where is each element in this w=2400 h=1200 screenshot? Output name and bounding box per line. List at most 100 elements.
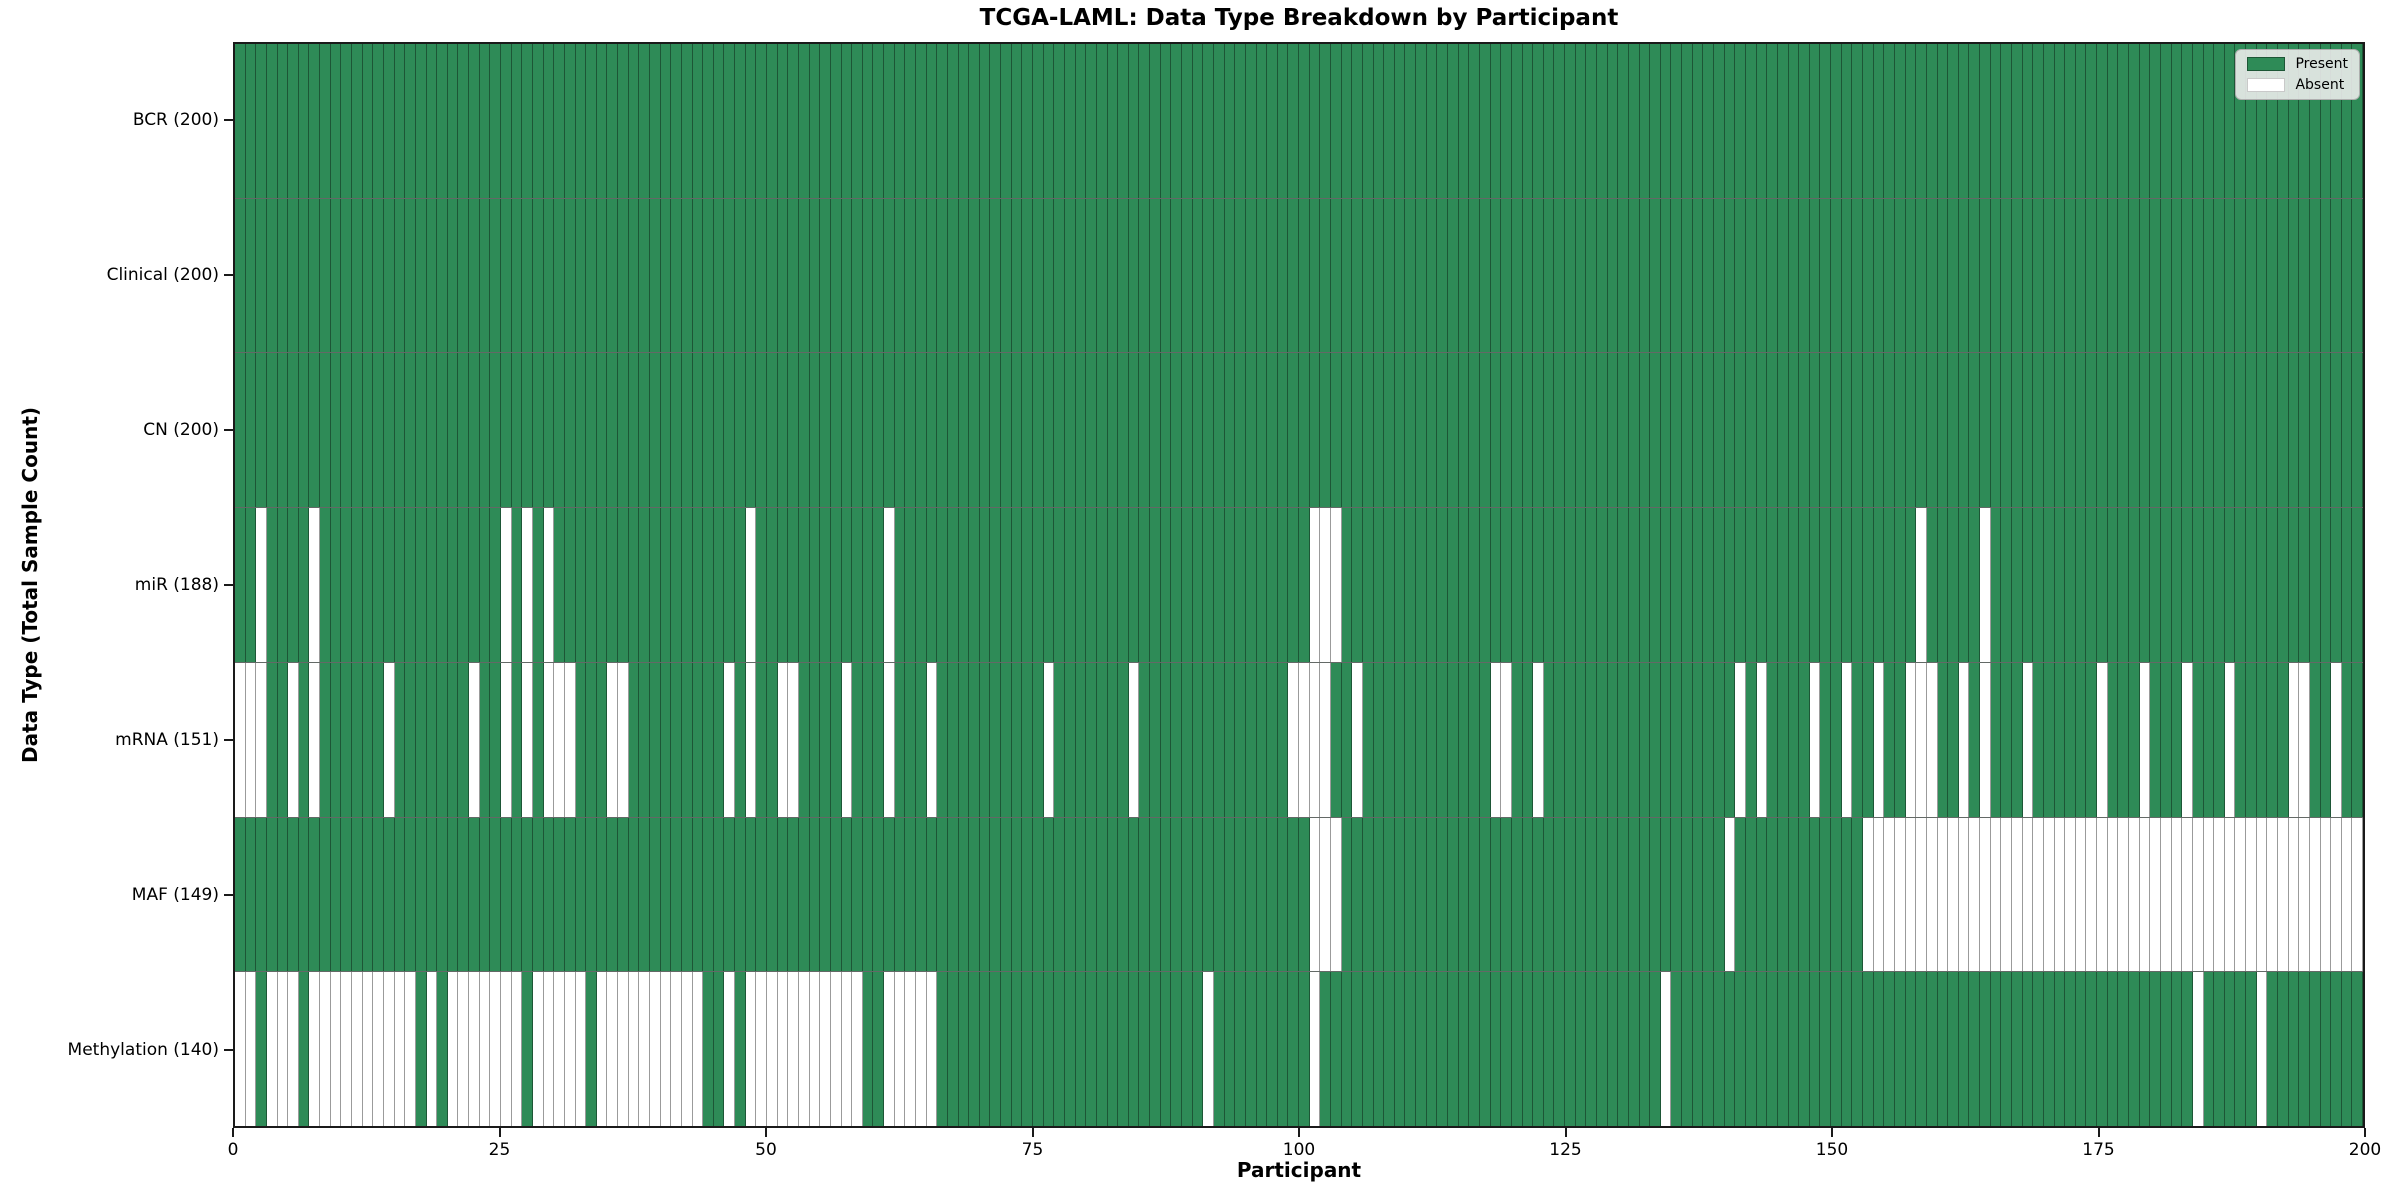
heatmap-cell xyxy=(1916,972,1927,1127)
heatmap-cell xyxy=(415,972,427,1127)
heatmap-cell xyxy=(1373,198,1385,353)
heatmap-cell xyxy=(947,353,959,508)
heatmap-cell xyxy=(2341,353,2353,508)
heatmap-cell xyxy=(1575,508,1587,662)
heatmap-cell xyxy=(1575,198,1587,353)
heatmap-cell xyxy=(1086,44,1097,198)
heatmap-cell xyxy=(926,353,938,508)
heatmap-cell xyxy=(1490,508,1502,662)
heatmap-cell xyxy=(2352,353,2364,508)
heatmap-cell xyxy=(2320,353,2332,508)
heatmap-cell xyxy=(1671,198,1683,353)
heatmap-cell xyxy=(1937,817,1949,972)
heatmap-cell xyxy=(1799,817,1810,972)
heatmap-cell xyxy=(1001,817,1012,972)
heatmap-cell xyxy=(830,508,842,662)
heatmap-cell xyxy=(447,353,459,508)
heatmap-cell xyxy=(532,662,544,817)
heatmap-cell xyxy=(1905,817,1917,972)
heatmap-cell xyxy=(596,353,608,508)
heatmap-cell xyxy=(2235,662,2247,817)
heatmap-cell xyxy=(1150,508,1161,662)
heatmap-cell xyxy=(820,972,831,1127)
heatmap-cell xyxy=(1160,972,1172,1127)
heatmap-cell xyxy=(873,508,885,662)
heatmap-cell xyxy=(2150,662,2161,817)
heatmap-cell xyxy=(830,44,842,198)
heatmap-cell xyxy=(554,44,565,198)
heatmap-cell xyxy=(894,44,906,198)
y-tick-label: CN (200) xyxy=(143,419,219,440)
heatmap-cell xyxy=(256,508,267,662)
heatmap-cell xyxy=(1235,44,1246,198)
heatmap-cell xyxy=(2267,508,2278,662)
heatmap-cell xyxy=(1256,353,1268,508)
heatmap-cell xyxy=(788,508,799,662)
heatmap-cell xyxy=(1597,198,1608,353)
heatmap-cell xyxy=(1852,972,1864,1127)
heatmap-cell xyxy=(1894,353,1906,508)
heatmap-cell xyxy=(756,817,768,972)
heatmap-cell xyxy=(1543,662,1555,817)
heatmap-cell xyxy=(1213,662,1225,817)
heatmap-cell xyxy=(2160,508,2172,662)
heatmap-cell xyxy=(266,44,278,198)
heatmap-cell xyxy=(1937,353,1949,508)
heatmap-cell xyxy=(1682,662,1693,817)
heatmap-cell xyxy=(1458,353,1470,508)
heatmap-cell xyxy=(1022,972,1034,1127)
heatmap-cell xyxy=(735,508,746,662)
heatmap-cell xyxy=(1075,972,1087,1127)
heatmap-cell xyxy=(649,508,661,662)
heatmap-cell xyxy=(841,508,853,662)
heatmap-cell xyxy=(362,198,374,353)
heatmap-cell xyxy=(1107,972,1119,1127)
heatmap-cell xyxy=(490,198,502,353)
heatmap-cell xyxy=(1873,972,1885,1127)
heatmap-cell xyxy=(1118,972,1129,1127)
heatmap-cell xyxy=(1320,44,1331,198)
heatmap-cell xyxy=(352,817,363,972)
heatmap-cell xyxy=(1330,972,1342,1127)
heatmap-cell xyxy=(1788,198,1800,353)
y-tick-mark xyxy=(224,118,233,121)
heatmap-cell xyxy=(1671,44,1683,198)
heatmap-cell xyxy=(1628,353,1640,508)
chart-title: TCGA-LAML: Data Type Breakdown by Partic… xyxy=(979,5,1619,31)
heatmap-cell xyxy=(2022,44,2034,198)
heatmap-cell xyxy=(1362,353,1374,508)
heatmap-cell xyxy=(2203,44,2215,198)
heatmap-cell xyxy=(2033,198,2044,353)
heatmap-cell xyxy=(383,44,395,198)
heatmap-cell xyxy=(1841,44,1853,198)
heatmap-cell xyxy=(1267,508,1278,662)
heatmap-cell xyxy=(947,972,959,1127)
heatmap-cell xyxy=(1554,972,1566,1127)
heatmap-cell xyxy=(756,353,768,508)
heatmap-cell xyxy=(1267,662,1278,817)
heatmap-cell xyxy=(1597,508,1608,662)
heatmap-cell xyxy=(1756,44,1768,198)
heatmap-cell xyxy=(1511,817,1523,972)
heatmap-cell xyxy=(777,972,789,1127)
heatmap-cell xyxy=(1863,44,1874,198)
heatmap-cell xyxy=(1469,972,1480,1127)
y-tick-mark xyxy=(224,739,233,742)
heatmap-cell xyxy=(1256,972,1268,1127)
heatmap-cell xyxy=(937,972,948,1127)
heatmap-cell xyxy=(1905,353,1917,508)
heatmap-cell xyxy=(1703,198,1715,353)
heatmap-cell xyxy=(884,817,895,972)
heatmap-cell xyxy=(1075,44,1087,198)
heatmap-cell xyxy=(1554,198,1566,353)
heatmap-cell xyxy=(2001,44,2012,198)
heatmap-cell xyxy=(873,44,885,198)
heatmap-cell xyxy=(1660,662,1672,817)
heatmap-cell xyxy=(1980,817,1991,972)
heatmap-cell xyxy=(1128,198,1140,353)
heatmap-cell xyxy=(1437,198,1449,353)
heatmap-cell xyxy=(586,508,597,662)
heatmap-cell xyxy=(532,972,544,1127)
x-tick-label: 125 xyxy=(1549,1140,1582,1160)
heatmap-cell xyxy=(1533,817,1544,972)
